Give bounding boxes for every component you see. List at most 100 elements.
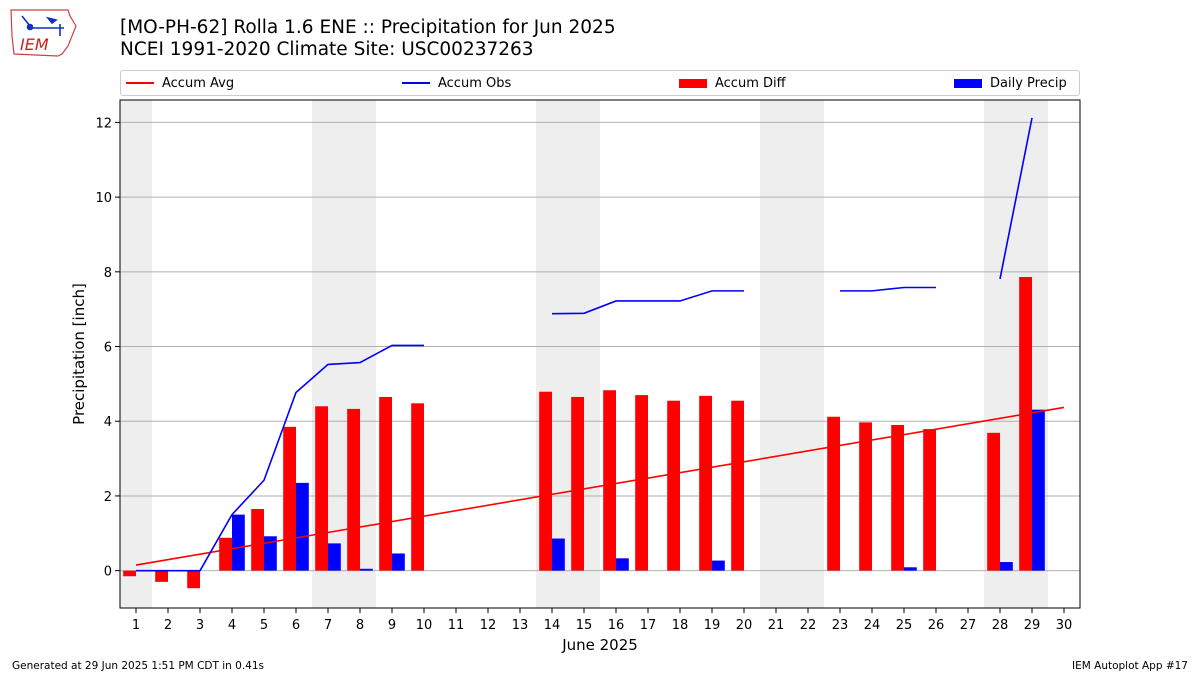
chart-legend: Accum Avg Accum Obs Accum Diff Daily Pre… <box>120 70 1080 96</box>
x-tick-label: 9 <box>388 618 396 633</box>
x-tick-label: 20 <box>736 618 753 633</box>
y-axis-ticks: 0 2 4 6 8 10 12 <box>95 116 120 580</box>
daily-precip-bar <box>360 568 373 571</box>
legend-swatch-accum-avg <box>126 82 154 84</box>
accum-lines <box>135 117 1065 572</box>
accum-diff-bar <box>731 400 744 571</box>
accum-diff-bar <box>571 396 584 571</box>
legend-item-daily-precip: Daily Precip <box>954 71 1067 95</box>
accum-obs-line <box>551 290 744 315</box>
y-tick-label: 8 <box>104 266 112 281</box>
accum-diff-bar <box>859 422 872 571</box>
x-tick-label: 25 <box>896 618 913 633</box>
accum-diff-bar <box>187 570 200 589</box>
x-tick-label: 26 <box>928 618 945 633</box>
x-tick-label: 22 <box>800 618 817 633</box>
accum-diff-bar <box>699 395 712 571</box>
y-tick-label: 0 <box>104 565 112 580</box>
legend-label-accum-diff: Accum Diff <box>715 75 786 91</box>
x-tick-label: 13 <box>512 618 529 633</box>
accum-diff-bar <box>123 570 136 577</box>
accum-diff-bar <box>603 390 616 571</box>
y-tick-label: 10 <box>95 191 112 206</box>
weather-station-icon <box>21 15 64 36</box>
legend-swatch-accum-obs <box>402 82 430 84</box>
accum-diff-bar <box>635 395 648 571</box>
daily-precip-bar <box>712 560 725 571</box>
accum-diff-bar <box>379 396 392 571</box>
daily-precip-bar <box>552 538 565 571</box>
generated-timestamp: Generated at 29 Jun 2025 1:51 PM CDT in … <box>12 660 265 672</box>
x-tick-label: 8 <box>356 618 364 633</box>
weekend-band <box>792 100 824 608</box>
daily-precip-bars <box>232 409 1045 571</box>
accum-obs-line <box>999 117 1033 280</box>
accum-diff-bar <box>1019 277 1032 571</box>
x-tick-label: 24 <box>864 618 881 633</box>
daily-precip-bar <box>1032 409 1045 571</box>
x-tick-label: 4 <box>228 618 236 633</box>
accum-avg-line <box>135 406 1065 566</box>
daily-precip-bar <box>1000 562 1013 571</box>
legend-label-accum-obs: Accum Obs <box>438 75 512 91</box>
accum-diff-bar <box>347 408 360 571</box>
accum-diff-bar <box>923 429 936 571</box>
logo-text: IEM <box>20 35 49 54</box>
x-tick-label: 10 <box>416 618 433 633</box>
accum-diff-bar <box>827 416 840 571</box>
accum-diff-bar <box>539 391 552 571</box>
accum-diff-bars <box>123 277 1032 589</box>
plot-frame <box>119 99 1081 609</box>
y-tick-label: 2 <box>104 490 112 505</box>
app-credit: IEM Autoplot App #17 <box>1072 660 1188 672</box>
x-tick-label: 6 <box>292 618 300 633</box>
weekend-band <box>760 100 792 608</box>
accum-diff-bar <box>411 403 424 571</box>
x-tick-label: 5 <box>260 618 268 633</box>
x-tick-label: 15 <box>576 618 593 633</box>
daily-precip-bar <box>328 543 341 571</box>
daily-precip-bar <box>904 567 917 571</box>
daily-precip-bar <box>232 514 245 571</box>
x-tick-label: 14 <box>544 618 561 633</box>
accum-diff-bar <box>219 537 232 571</box>
x-tick-label: 19 <box>704 618 721 633</box>
daily-precip-bar <box>264 536 277 571</box>
x-tick-label: 3 <box>196 618 204 633</box>
iem-logo: IEM <box>10 9 77 57</box>
legend-swatch-daily-precip <box>954 78 982 88</box>
accum-diff-bar <box>315 406 328 571</box>
accum-diff-bar <box>987 432 1000 571</box>
accum-diff-bar <box>667 400 680 571</box>
x-tick-label: 17 <box>640 618 657 633</box>
chart-subtitle: NCEI 1991-2020 Climate Site: USC00237263 <box>120 39 534 60</box>
daily-precip-bar <box>616 558 629 571</box>
accum-obs-line <box>840 286 936 292</box>
accum-diff-bar <box>251 509 264 571</box>
x-tick-label: 1 <box>132 618 140 633</box>
y-tick-label: 12 <box>95 116 112 131</box>
daily-precip-bar <box>296 482 309 571</box>
x-tick-label: 2 <box>164 618 172 633</box>
legend-swatch-accum-diff <box>679 78 707 88</box>
accum-diff-bar <box>155 570 168 582</box>
y-axis-label: Precipitation [inch] <box>70 283 88 425</box>
x-tick-label: 12 <box>480 618 497 633</box>
y-gridlines <box>120 121 1080 572</box>
daily-precip-bar <box>392 553 405 571</box>
x-tick-label: 23 <box>832 618 849 633</box>
x-tick-label: 29 <box>1024 618 1041 633</box>
accum-diff-bar <box>891 424 904 571</box>
x-tick-label: 30 <box>1056 618 1073 633</box>
legend-item-accum-diff: Accum Diff <box>679 71 786 95</box>
chart-title: [MO-PH-62] Rolla 1.6 ENE :: Precipitatio… <box>120 17 616 38</box>
legend-label-daily-precip: Daily Precip <box>990 75 1067 91</box>
x-tick-label: 11 <box>448 618 465 633</box>
accum-diff-bar <box>283 426 296 571</box>
x-tick-label: 21 <box>768 618 785 633</box>
x-axis-label: June 2025 <box>561 636 638 654</box>
legend-item-accum-obs: Accum Obs <box>402 71 511 95</box>
weekend-band <box>120 100 152 608</box>
x-tick-label: 28 <box>992 618 1009 633</box>
